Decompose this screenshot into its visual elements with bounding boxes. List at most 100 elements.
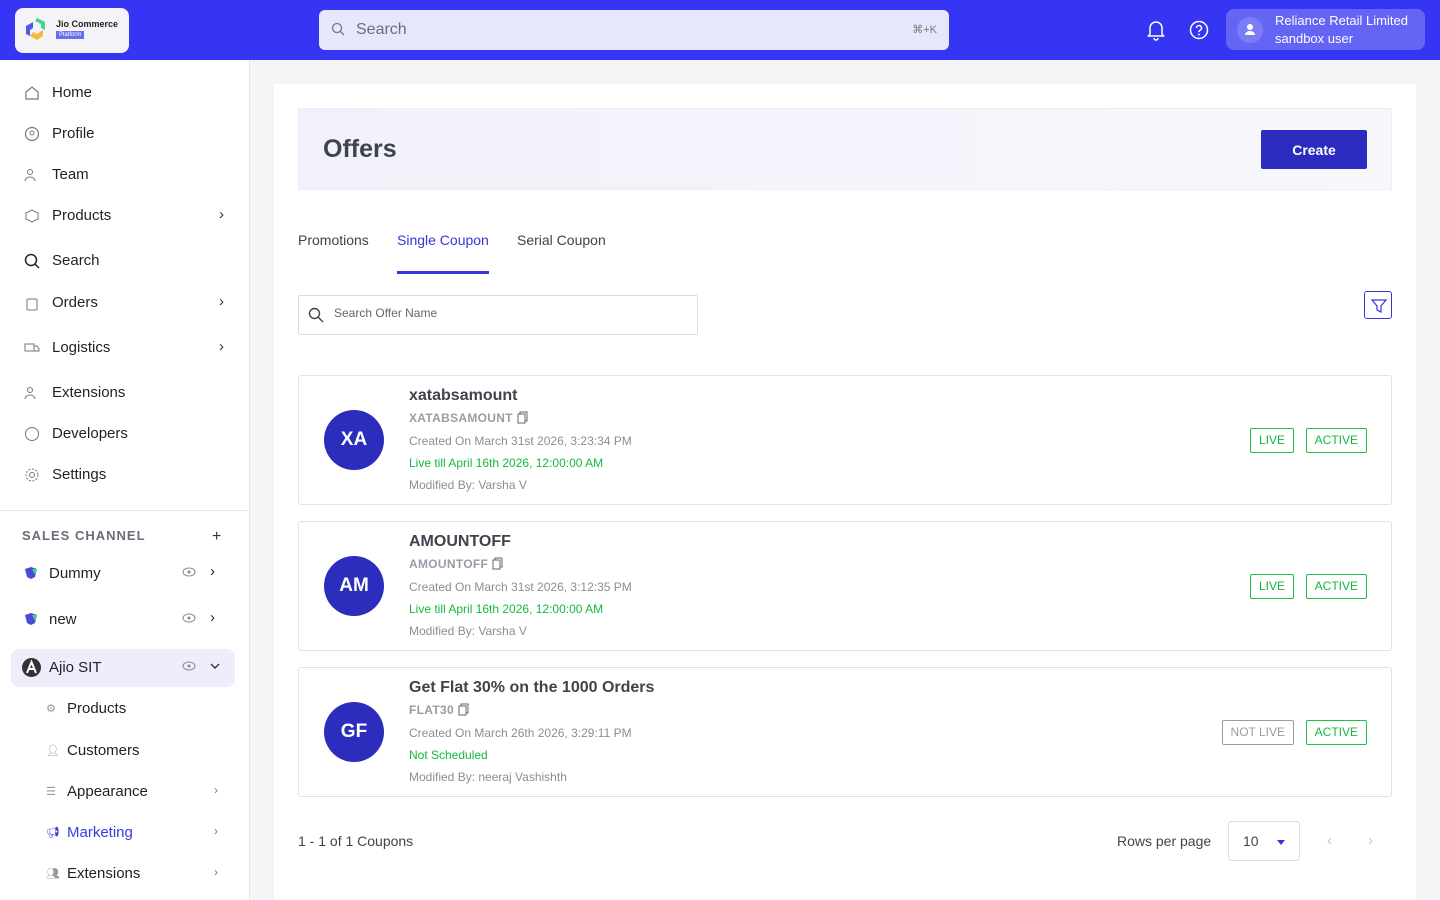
copy-icon[interactable]: [517, 411, 528, 424]
tab-single-coupon[interactable]: Single Coupon: [397, 232, 489, 274]
tab-serial-coupon[interactable]: Serial Coupon: [517, 232, 606, 248]
logo-title: Jio Commerce: [56, 19, 119, 29]
subitem-products[interactable]: ⚙ Products: [0, 692, 250, 726]
sliders-icon: ☰: [46, 786, 56, 798]
sidebar-item-orders[interactable]: Orders ›: [0, 285, 250, 321]
offer-code-row: FLAT30: [409, 703, 469, 717]
rows-per-page-value: 10: [1243, 833, 1259, 849]
team-icon: [24, 169, 36, 182]
sidebar-item-settings[interactable]: Settings: [0, 457, 250, 493]
sidebar-item-profile[interactable]: Profile: [0, 116, 250, 152]
sidebar-item-label: Extensions: [52, 384, 126, 401]
sidebar-item-developers[interactable]: Developers: [0, 416, 250, 452]
channel-ajio-sit[interactable]: Ajio SIT: [11, 649, 235, 687]
copy-icon[interactable]: [492, 557, 503, 570]
subitem-customers[interactable]: 👤︎ Customers: [0, 734, 250, 768]
chevron-right-icon[interactable]: ›: [210, 609, 215, 626]
subitem-label: Appearance: [67, 783, 148, 800]
offer-card[interactable]: XA xatabsamount XATABSAMOUNT Created On …: [298, 375, 1392, 505]
offer-card[interactable]: AM AMOUNTOFF AMOUNTOFF Created On March …: [298, 521, 1392, 651]
eye-icon[interactable]: [182, 613, 196, 623]
filter-icon: [1371, 299, 1387, 313]
offer-search[interactable]: [298, 295, 698, 335]
offer-created: Created On March 26th 2026, 3:29:11 PM: [409, 726, 632, 740]
sidebar-item-team[interactable]: Team: [0, 157, 250, 193]
sidebar-item-products[interactable]: Products ›: [0, 198, 250, 234]
chevron-right-icon: ›: [214, 865, 218, 879]
chevron-right-icon[interactable]: ›: [210, 563, 215, 580]
eye-icon[interactable]: [182, 661, 196, 671]
offer-modified: Modified By: Varsha V: [409, 624, 527, 638]
logo[interactable]: Jio Commerce Platform: [15, 8, 129, 53]
megaphone-icon: 📢︎: [46, 827, 60, 839]
gear-icon: [25, 468, 39, 482]
sidebar-item-logistics[interactable]: Logistics ›: [0, 330, 250, 366]
channel-new[interactable]: new ›: [11, 601, 235, 639]
offer-avatar: AM: [324, 556, 384, 616]
rows-per-page-select[interactable]: 10: [1228, 821, 1300, 861]
next-page-button[interactable]: ›: [1368, 832, 1373, 849]
offer-search-input[interactable]: [334, 306, 684, 320]
help-icon[interactable]: [1189, 20, 1209, 40]
subitem-appearance[interactable]: ☰ Appearance ›: [0, 775, 250, 809]
sidebar-item-label: Orders: [52, 294, 98, 311]
global-search[interactable]: Search ⌘+K: [319, 10, 949, 50]
user-name: Reliance Retail Limited: [1275, 13, 1408, 28]
top-bar: Jio Commerce Platform Search ⌘+K Relianc…: [0, 0, 1440, 60]
offer-code: FLAT30: [409, 703, 454, 717]
pagination-count: 1 - 1 of 1 Coupons: [298, 833, 414, 849]
profile-icon: [24, 126, 40, 142]
sidebar-item-label: Profile: [52, 125, 95, 142]
user-icon: 👤︎: [46, 745, 60, 757]
caret-down-icon: [1277, 840, 1285, 845]
channel-logo-icon: [25, 567, 37, 579]
offer-live-status: Live till April 16th 2026, 12:00:00 AM: [409, 602, 604, 616]
sidebar-item-label: Logistics: [52, 339, 111, 356]
sales-channel-title: SALES CHANNEL: [22, 528, 146, 543]
rows-per-page-label: Rows per page: [1117, 833, 1212, 849]
add-sales-channel-button[interactable]: +: [212, 528, 222, 545]
offer-name[interactable]: xatabsamount: [409, 387, 518, 404]
subitem-marketing[interactable]: 📢︎ Marketing ›: [0, 816, 250, 850]
offer-card[interactable]: GF Get Flat 30% on the 1000 Orders FLAT3…: [298, 667, 1392, 797]
sidebar-item-home[interactable]: Home: [0, 75, 250, 111]
logo-icon: [26, 18, 45, 40]
gear-icon: ⚙: [46, 703, 56, 715]
user-menu[interactable]: Reliance Retail Limited sandbox user: [1226, 9, 1425, 50]
ajio-logo-icon: [22, 658, 41, 677]
offer-live-status: Not Scheduled: [409, 748, 488, 762]
subitem-label: Marketing: [67, 824, 133, 841]
tab-promotions[interactable]: Promotions: [298, 232, 369, 248]
sidebar-item-label: Search: [52, 252, 100, 269]
eye-icon[interactable]: [182, 567, 196, 577]
user-icon: [1245, 24, 1255, 35]
developers-icon: [25, 427, 39, 441]
subitem-label: Customers: [67, 742, 140, 759]
main-content: Offers Create Promotions Single Coupon S…: [274, 84, 1416, 900]
copy-icon[interactable]: [458, 703, 469, 716]
filter-button[interactable]: [1364, 291, 1392, 319]
offer-name[interactable]: Get Flat 30% on the 1000 Orders: [409, 679, 655, 696]
offer-modified: Modified By: Varsha V: [409, 478, 527, 492]
search-placeholder: Search: [356, 21, 407, 38]
offer-live-status: Live till April 16th 2026, 12:00:00 AM: [409, 456, 604, 470]
avatar: [1237, 17, 1263, 43]
sidebar-item-extensions[interactable]: Extensions: [0, 375, 250, 411]
active-badge: ACTIVE: [1305, 720, 1367, 745]
chevron-down-icon[interactable]: [210, 663, 220, 670]
sidebar-item-label: Settings: [52, 466, 107, 483]
search-icon: [24, 253, 40, 269]
channel-dummy[interactable]: Dummy ›: [11, 555, 235, 593]
chevron-right-icon: ›: [214, 824, 218, 838]
create-button[interactable]: Create: [1261, 130, 1367, 169]
subitem-extensions[interactable]: 👥︎ Extensions ›: [0, 857, 250, 891]
live-badge: LIVE: [1249, 574, 1294, 599]
logo-subtitle: Platform: [56, 31, 85, 39]
prev-page-button[interactable]: ‹: [1327, 832, 1332, 849]
sidebar-item-search[interactable]: Search: [0, 243, 250, 279]
chevron-right-icon: ›: [219, 338, 224, 355]
bell-icon[interactable]: [1146, 19, 1166, 41]
offer-name[interactable]: AMOUNTOFF: [409, 533, 511, 550]
page-header: Offers Create: [298, 108, 1392, 190]
divider: [0, 510, 250, 511]
